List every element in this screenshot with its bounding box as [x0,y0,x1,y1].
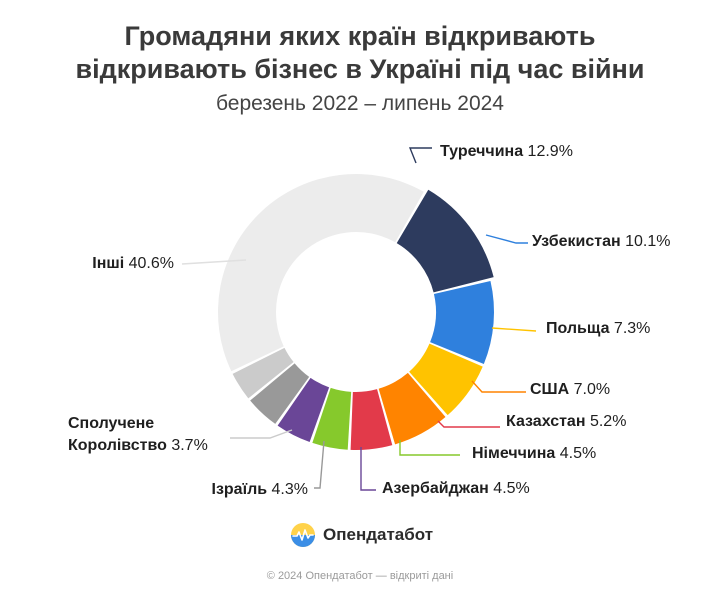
donut-slice [250,363,310,424]
leader-line [230,429,293,439]
leader-line [314,440,325,489]
slice-label: Польща 7.3% [546,320,650,337]
brand: Опендатабот [290,522,433,548]
chart-title-line-1: Громадяни яких країн відкривають [124,21,596,51]
chart-title-line-2: відкривають бізнес в Україні під час вій… [75,54,645,84]
donut-slice [218,174,424,372]
leader-line [181,259,247,265]
slice-label: США 7.0% [530,381,610,398]
donut-slice [232,347,294,399]
donut-slice [430,280,495,364]
slice-label: Інші 40.6% [92,255,174,272]
leader-line [360,447,376,491]
slice-label: Німеччина 4.5% [472,445,596,462]
slice-label: Сполучене Королівство 3.7% [68,415,208,454]
leader-line [485,234,528,244]
leader-line [408,147,432,164]
leader-line [491,327,537,332]
leader-line [437,420,500,428]
chart-subtitle: березень 2022 – липень 2024 [215,92,504,115]
slice-label: Казахстан 5.2% [506,413,626,430]
opendatabot-logo-icon [291,523,315,547]
donut-slice [277,377,330,442]
leader-line [471,380,526,393]
donut-slice [396,189,494,293]
footer-credit: © 2024 Опендатабот — відкриті дані [266,570,454,582]
slice-label: Туреччина 12.9% [440,143,573,160]
donut-slice [312,387,352,450]
slice-label: Ізраїль 4.3% [212,481,309,498]
donut-slice [378,372,446,445]
donut-slice [350,389,393,451]
leader-line [399,440,460,456]
brand-name: Опендатабот [323,525,434,544]
donut-slice [409,343,483,416]
slice-label: Азербайджан 4.5% [382,480,530,497]
slice-label: Узбекистан 10.1% [532,233,670,250]
